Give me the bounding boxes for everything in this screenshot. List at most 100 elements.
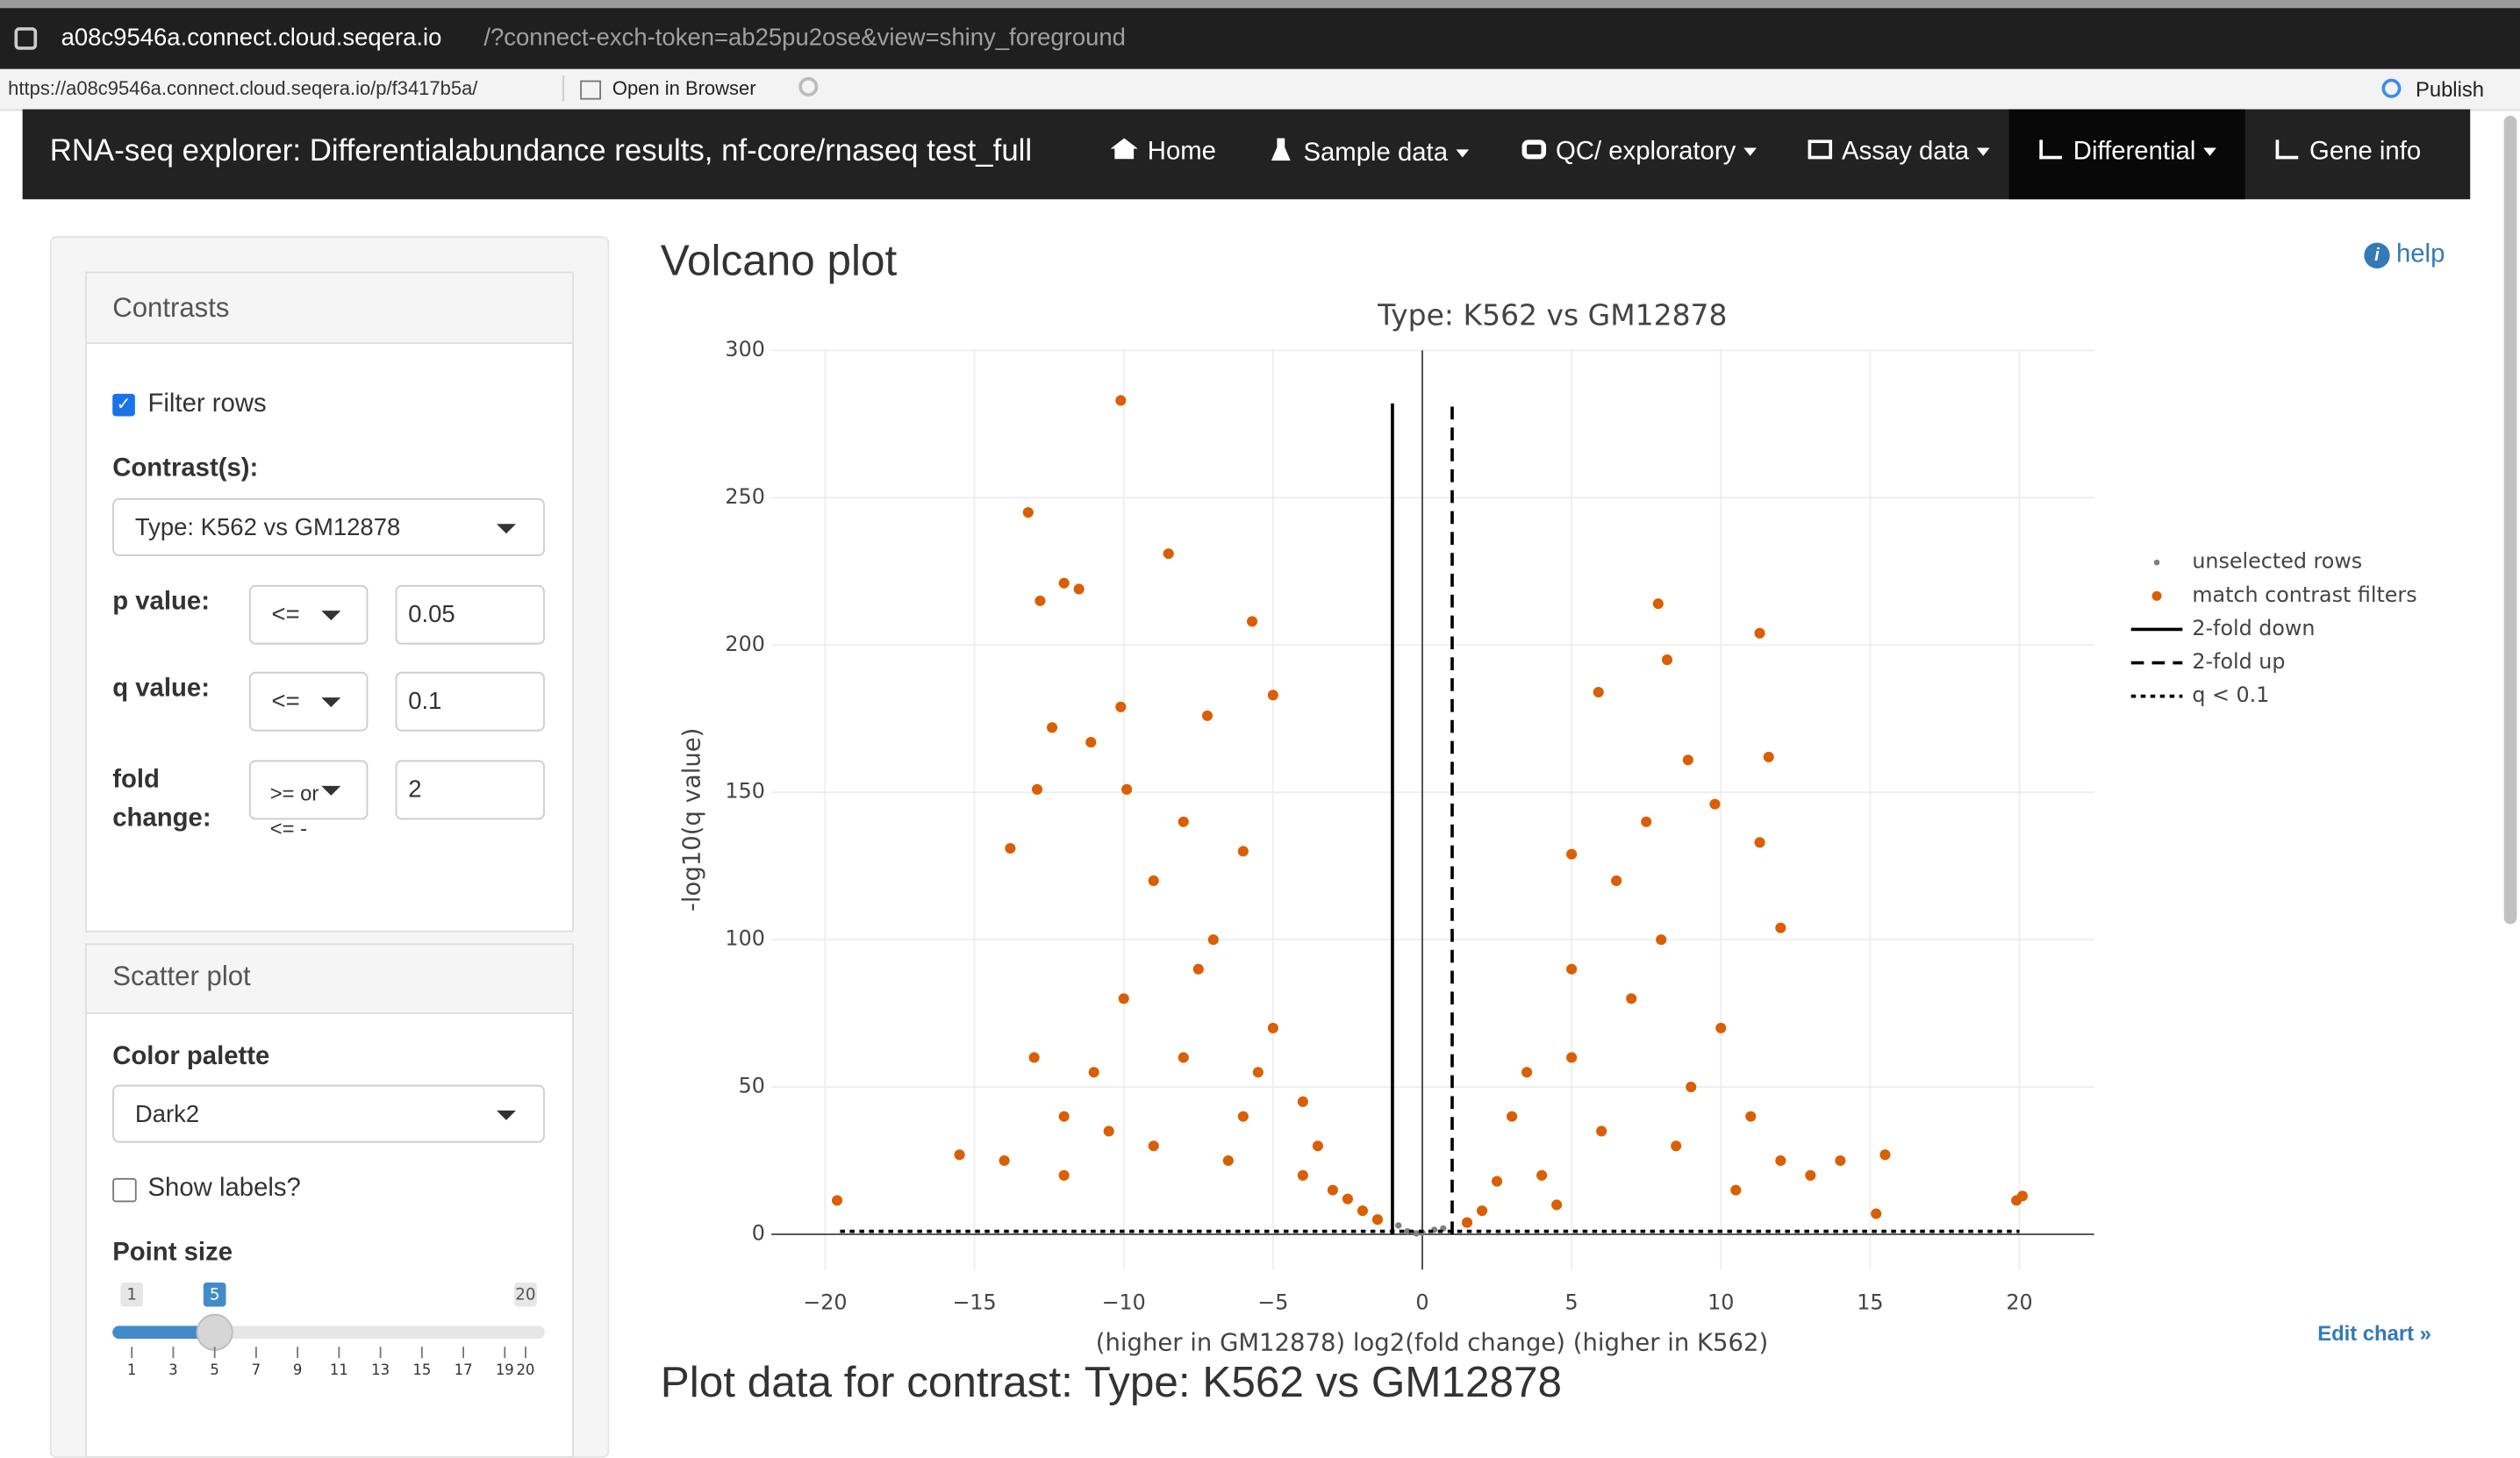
point: [1754, 837, 1765, 848]
x-tick-label: 5: [1565, 1290, 1579, 1314]
nav-label: Differential: [2073, 138, 2196, 166]
point: [1671, 1140, 1682, 1152]
field-label: fold change:: [112, 766, 211, 833]
point: [1775, 1154, 1786, 1167]
operator-select[interactable]: <=: [248, 584, 369, 645]
point: [1327, 1184, 1338, 1196]
point: [1237, 846, 1249, 857]
slider-tick-label: 3: [168, 1362, 177, 1378]
point: [1566, 963, 1578, 975]
point: [1775, 922, 1786, 933]
y-tick-label: 50: [739, 1074, 765, 1098]
address-bar[interactable]: a08c9546a.connect.cloud.seqera.io /?conn…: [0, 8, 2520, 69]
point: [1246, 616, 1258, 627]
nav-item[interactable]: Home: [1110, 138, 1216, 168]
edit-chart-link[interactable]: Edit chart »: [2317, 1320, 2431, 1346]
publish-icon: [2381, 78, 2402, 98]
y-tick-label: 150: [725, 779, 764, 804]
nav-item[interactable]: Assay data: [1808, 139, 1990, 168]
point: [1297, 1096, 1308, 1107]
point: [1357, 1205, 1368, 1217]
palette-select[interactable]: Dark2: [112, 1084, 545, 1143]
caret: [321, 697, 341, 708]
point: [1267, 1022, 1278, 1033]
point: [1046, 722, 1058, 733]
slider-badge-label: 20: [515, 1286, 535, 1304]
nav-item[interactable]: Gene info: [2275, 139, 2421, 168]
legend-label: unselected rows: [2192, 549, 2362, 574]
select-value: <=: [271, 601, 300, 629]
point: [1413, 1230, 1420, 1237]
checkbox-label: Filter rows: [147, 390, 267, 418]
point: [1148, 875, 1159, 886]
point: [1596, 1126, 1607, 1137]
home-icon: [1110, 138, 1138, 160]
table-icon: [1808, 139, 1833, 160]
y-tick-label: 0: [752, 1220, 765, 1245]
point: [1536, 1169, 1548, 1181]
checkbox-checked[interactable]: ✓: [112, 393, 135, 417]
app-title[interactable]: RNA-seq explorer: Differentialabundance …: [49, 134, 1033, 169]
point: [1058, 1169, 1070, 1181]
navbar: [22, 109, 2471, 200]
x-tick-label: −5: [1257, 1290, 1288, 1314]
nav-label: QC/ exploratory: [1556, 138, 1736, 166]
scrollbar-thumb[interactable]: [2503, 115, 2517, 925]
point: [1805, 1169, 1816, 1181]
nav-item[interactable]: Sample data: [1271, 138, 1469, 169]
point: [1371, 1214, 1383, 1226]
point: [1118, 993, 1129, 1004]
point: [1404, 1227, 1411, 1235]
x-tick-label: 10: [1707, 1290, 1734, 1314]
q-value-input[interactable]: 0.1: [395, 671, 545, 732]
point: [1492, 1176, 1503, 1187]
x-tick-label: −20: [803, 1290, 847, 1314]
open-in-browser[interactable]: Open in Browser: [612, 76, 756, 100]
point: [1709, 798, 1721, 810]
point: [1115, 395, 1127, 406]
point: [1656, 934, 1667, 946]
point: [1088, 1067, 1099, 1078]
point: [1312, 1140, 1323, 1152]
url-rest: /?connect-exch-token=ab25pu2ose&view=shi…: [483, 24, 1126, 52]
point: [1178, 816, 1189, 827]
p-value-input[interactable]: 0.05: [395, 584, 545, 645]
slider-badge-label: 1: [126, 1286, 137, 1304]
slider-handle[interactable]: [196, 1313, 233, 1351]
point: [1682, 754, 1693, 766]
publish-button[interactable]: Publish: [2415, 76, 2485, 102]
point: [1085, 737, 1097, 748]
chart-icon: [2039, 139, 2062, 160]
operator-select[interactable]: >= or <= -: [248, 760, 369, 840]
x-tick-label: 0: [1415, 1290, 1428, 1314]
reload-icon[interactable]: [798, 76, 819, 96]
contrast-select[interactable]: Type: K562 vs GM12878: [112, 497, 545, 556]
panel-title: Scatter plot: [112, 961, 251, 992]
point: [1028, 1052, 1040, 1063]
page-heading: Volcano plot: [660, 236, 898, 285]
point: [1626, 993, 1637, 1004]
point: [1103, 1126, 1114, 1137]
nav-item[interactable]: QC/ exploratory: [1521, 138, 1758, 168]
point: [1521, 1067, 1533, 1078]
checkbox[interactable]: [112, 1177, 137, 1203]
point: [1551, 1199, 1563, 1211]
help-icon: i: [2364, 242, 2390, 268]
site-icon[interactable]: [14, 27, 38, 50]
help-link[interactable]: help: [2395, 240, 2445, 268]
slider-tick-label: 1: [127, 1362, 136, 1378]
point: [1879, 1149, 1891, 1161]
caret: [1456, 149, 1469, 159]
point: [1593, 686, 1604, 698]
point: [1566, 848, 1578, 860]
operator-select[interactable]: <=: [248, 671, 369, 732]
nav-item[interactable]: Differential: [2039, 138, 2217, 168]
binoculars-icon: [1521, 139, 1547, 160]
nav-label: Sample data: [1303, 139, 1449, 168]
select-value: Dark2: [134, 1100, 200, 1128]
point: [1715, 1022, 1727, 1033]
point: [1267, 690, 1278, 701]
y-axis-title: -log10(q value): [678, 728, 705, 911]
point: [1031, 783, 1043, 795]
fold-change-input[interactable]: 2: [395, 760, 545, 820]
